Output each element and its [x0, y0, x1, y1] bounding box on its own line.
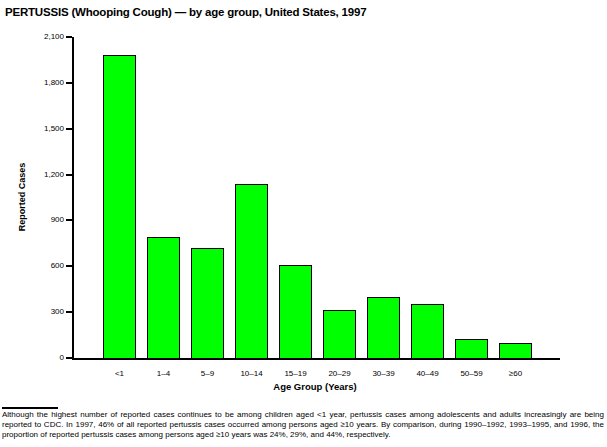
bar-0	[103, 55, 136, 358]
bar-6	[367, 297, 400, 358]
y-axis-tick	[66, 36, 72, 38]
x-tick-label: <1	[98, 369, 142, 378]
plot-area: 03006009001,2001,5001,8002,100<11–45–910…	[72, 37, 560, 360]
x-tick-label: 30–39	[362, 369, 406, 378]
x-tick-label: ≥60	[494, 369, 538, 378]
footnote: Although the highest number of reported …	[2, 410, 604, 440]
x-axis-title: Age Group (Years)	[72, 381, 558, 392]
y-tick-label: 900	[20, 215, 64, 225]
y-tick-label: 2,100	[20, 32, 64, 42]
x-tick-label: 50–59	[450, 369, 494, 378]
x-tick-label: 10–14	[230, 369, 274, 378]
y-axis-tick	[66, 174, 72, 176]
x-tick-label: 15–19	[274, 369, 318, 378]
y-axis-tick	[66, 82, 72, 84]
y-axis-tick	[66, 357, 72, 359]
y-tick-label: 600	[20, 261, 64, 271]
y-tick-label: 1,500	[20, 124, 64, 134]
y-tick-label: 0	[20, 353, 64, 363]
x-tick-label: 20–29	[318, 369, 362, 378]
x-tick-label: 40–49	[406, 369, 450, 378]
y-axis-tick	[66, 311, 72, 313]
y-tick-label: 1,200	[20, 170, 64, 180]
y-axis-tick	[66, 128, 72, 130]
bar-7	[411, 304, 444, 358]
bar-4	[279, 265, 312, 358]
x-tick-label: 1–4	[142, 369, 186, 378]
y-tick-label: 1,800	[20, 78, 64, 88]
bar-5	[323, 310, 356, 358]
bar-9	[499, 343, 532, 358]
y-tick-label: 300	[20, 307, 64, 317]
footnote-rule	[2, 407, 58, 409]
bar-8	[455, 339, 488, 358]
y-axis-tick	[66, 219, 72, 221]
bar-3	[235, 184, 268, 358]
chart-title: PERTUSSIS (Whooping Cough) — by age grou…	[5, 6, 366, 18]
x-tick-label: 5–9	[186, 369, 230, 378]
bar-1	[147, 237, 180, 358]
bar-2	[191, 248, 224, 358]
y-axis-tick	[66, 265, 72, 267]
